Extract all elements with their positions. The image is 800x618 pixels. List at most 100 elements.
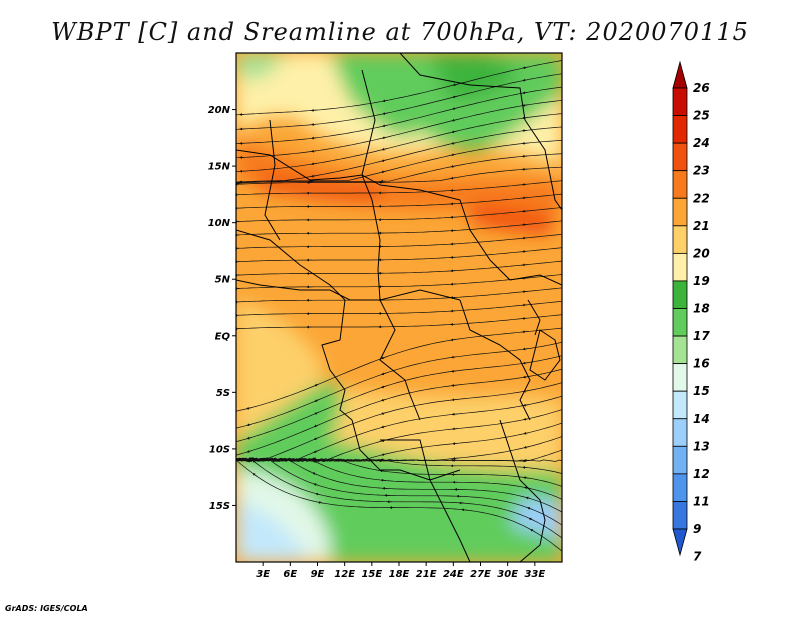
colorbar-label: 13: [693, 439, 710, 453]
colorbar-label: 18: [693, 302, 710, 316]
colorbar-segment: [672, 308, 688, 337]
lat-tick-label: 10S: [209, 444, 230, 455]
lon-tick-label: 30E: [497, 569, 518, 580]
streamline-arrow: [451, 369, 457, 373]
streamline-arrow: [246, 436, 252, 440]
lon-tick-label: 27E: [470, 569, 491, 580]
lat-tick-label: 20N: [208, 105, 231, 116]
streamline: [236, 100, 562, 159]
streamline: [236, 193, 562, 209]
software-credit: GrADS: IGES/COLA: [5, 604, 88, 613]
streamline-arrow: [313, 437, 319, 440]
colorbar-label: 11: [693, 494, 710, 508]
streamline-arrow: [380, 412, 387, 415]
streamline-arrow: [382, 112, 388, 115]
colorbar-segment: [672, 170, 688, 199]
streamline: [236, 458, 562, 526]
streamline: [236, 287, 562, 303]
streamline: [236, 314, 562, 330]
streamline-arrow: [522, 459, 528, 463]
streamline-arrow: [314, 383, 320, 387]
streamline-arrow: [521, 116, 528, 120]
streamline: [236, 459, 562, 552]
streamline: [236, 139, 562, 183]
streamline-arrow: [313, 450, 319, 453]
colorbar-segment: [672, 197, 688, 227]
streamline-arrow: [310, 162, 317, 166]
colorbar-segment: [672, 252, 688, 282]
colorbar-label: 15: [693, 384, 710, 398]
lat-tick-label: EQ: [215, 331, 231, 342]
streamline-arrow: [311, 149, 317, 153]
streamline: [236, 457, 562, 513]
colorbar-segment: [672, 501, 688, 530]
streamline-arrow: [315, 492, 321, 496]
streamline-arrow: [450, 338, 456, 342]
streamline-arrow: [381, 159, 387, 162]
longitude-axis: 3E 6E 9E 12E 15E 18E 21E 24E 27E 30E 33E: [256, 562, 545, 580]
streamline-arrow: [252, 473, 257, 477]
colorbar-segment: [672, 445, 688, 475]
streamline-arrow: [246, 450, 252, 453]
streamline: [236, 113, 562, 172]
streamline: [236, 166, 562, 185]
streamline: [236, 300, 562, 316]
streamline-arrow: [452, 83, 458, 87]
streamline: [236, 233, 562, 249]
colorbar-segment: [672, 115, 688, 144]
streamline-arrow: [451, 130, 457, 134]
streamline-arrow: [246, 406, 252, 410]
streamline: [236, 355, 562, 443]
colorbar-label: 25: [693, 109, 710, 123]
streamline-arrow: [523, 403, 529, 407]
streamline-arrow: [525, 496, 531, 500]
lon-tick-label: 21E: [416, 569, 437, 580]
streamline: [236, 457, 562, 500]
streamline-arrow: [528, 517, 534, 521]
streamline-arrow: [313, 483, 319, 486]
colorbar-label: 12: [693, 467, 710, 481]
streamline: [236, 73, 562, 130]
streamline: [236, 153, 562, 184]
streamline-arrow: [523, 417, 529, 421]
streamline-arrow: [382, 99, 388, 103]
streamline-arrow: [311, 459, 317, 463]
streamline-arrow: [522, 78, 528, 82]
streamline-arrow: [380, 356, 387, 360]
colorbar-label: 20: [693, 246, 710, 260]
streamline: [236, 86, 562, 144]
streamline-arrow: [450, 176, 456, 180]
lon-tick-label: 6E: [283, 569, 297, 580]
colorbar-segment: [672, 390, 688, 420]
streamline-arrow: [312, 472, 318, 476]
lat-tick-label: 15N: [208, 162, 231, 173]
colorbar: 26 25 24 23 22 21 20 19 18 17 16 15 14 13 12 11 9 7: [672, 60, 710, 564]
colorbar-segment: [672, 60, 688, 89]
streamline-arrow: [522, 375, 529, 379]
streamline-arrow: [452, 95, 458, 99]
streamline: [236, 247, 562, 263]
streamline-arrow: [380, 425, 387, 429]
streamline-arrow: [381, 453, 387, 456]
colorbar-label: 19: [693, 274, 710, 288]
streamline-arrow: [380, 398, 387, 402]
streamline-arrow: [450, 153, 457, 157]
streamline-arrow: [380, 385, 387, 389]
colorbar-segment: [672, 225, 688, 254]
streamline-arrow: [314, 399, 320, 402]
lon-tick-label: 15E: [361, 569, 382, 580]
lat-tick-label: 10N: [208, 218, 231, 229]
streamline-arrow: [526, 507, 533, 510]
colorbar-segment: [672, 528, 688, 557]
colorbar-segment: [672, 418, 688, 447]
streamline-arrow: [313, 424, 319, 428]
streamline: [236, 207, 562, 222]
lon-tick-label: 24E: [443, 569, 464, 580]
streamline-arrow: [451, 118, 457, 122]
streamline-arrow: [450, 164, 456, 168]
streamline-arrow: [451, 141, 457, 145]
streamline: [236, 220, 562, 236]
colorbar-segment: [672, 280, 688, 309]
colorbar-segment: [672, 87, 688, 116]
colorbar-segment: [672, 363, 688, 392]
